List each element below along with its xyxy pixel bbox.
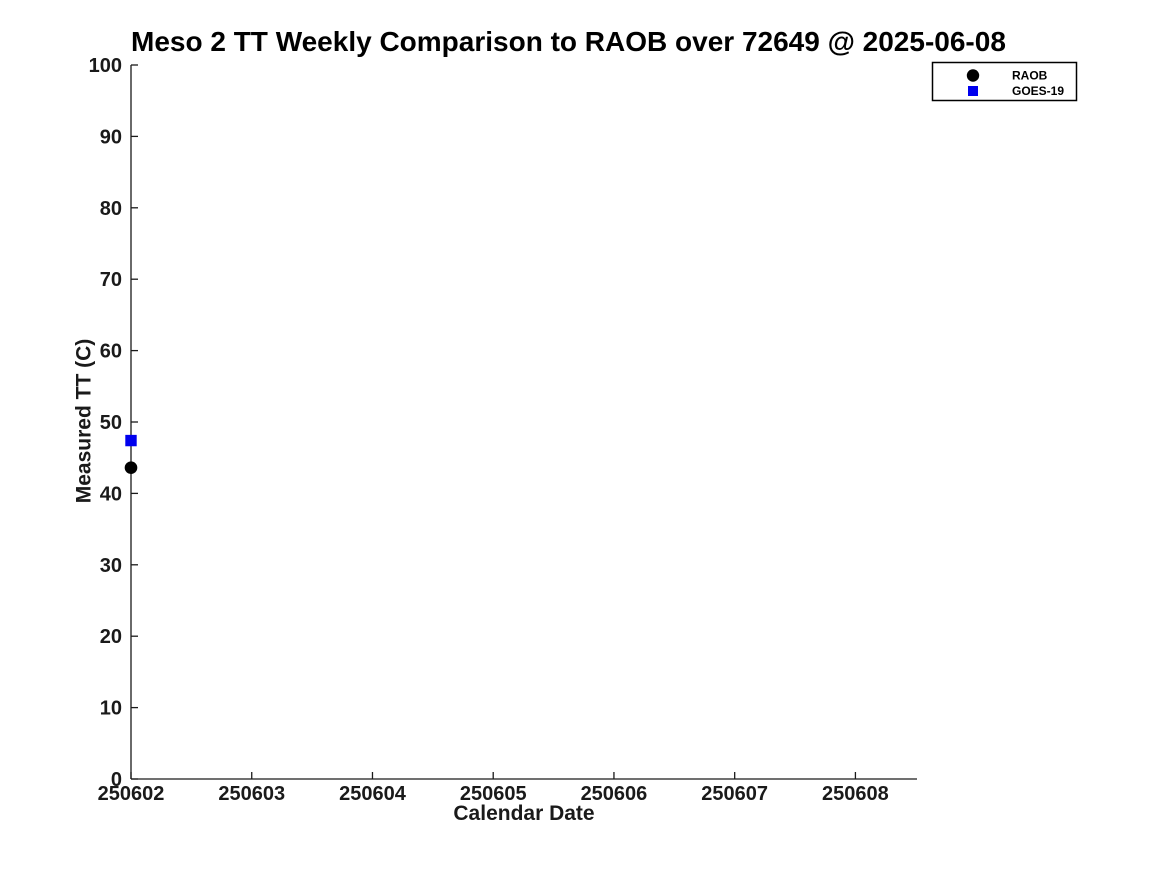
y-tick-label: 10 (100, 698, 122, 720)
x-tick-label: 250604 (339, 783, 407, 805)
x-tick-label: 250608 (822, 783, 889, 805)
legend-marker-raob (966, 69, 980, 82)
y-tick-label: 80 (100, 198, 122, 220)
y-axis-label: Measured TT (C) (72, 338, 96, 504)
data-point-raob (124, 461, 138, 474)
legend-marker-goes-19 (968, 86, 978, 96)
y-tick-label: 0 (111, 769, 122, 791)
x-tick-label: 250607 (701, 783, 768, 805)
y-tick-label: 50 (100, 412, 122, 434)
y-tick-label: 100 (89, 55, 122, 77)
y-tick-label: 20 (100, 626, 122, 648)
x-tick-label: 250603 (218, 783, 285, 805)
legend-label-raob: RAOB (1012, 69, 1048, 83)
y-tick-label: 60 (100, 341, 122, 363)
legend-label-goes-19: GOES-19 (1012, 84, 1064, 98)
x-tick-label: 250605 (460, 783, 527, 805)
x-tick-label: 250602 (98, 783, 165, 805)
y-tick-label: 40 (100, 483, 122, 505)
y-tick-label: 30 (100, 555, 122, 577)
x-axis-label: Calendar Date (453, 802, 595, 825)
data-point-goes-19 (125, 434, 137, 447)
y-tick-label: 70 (100, 269, 122, 291)
y-tick-label: 90 (100, 126, 122, 148)
x-tick-label: 250606 (581, 783, 648, 805)
chart-title: Meso 2 TT Weekly Comparison to RAOB over… (131, 26, 1006, 57)
legend-box (931, 61, 1078, 102)
